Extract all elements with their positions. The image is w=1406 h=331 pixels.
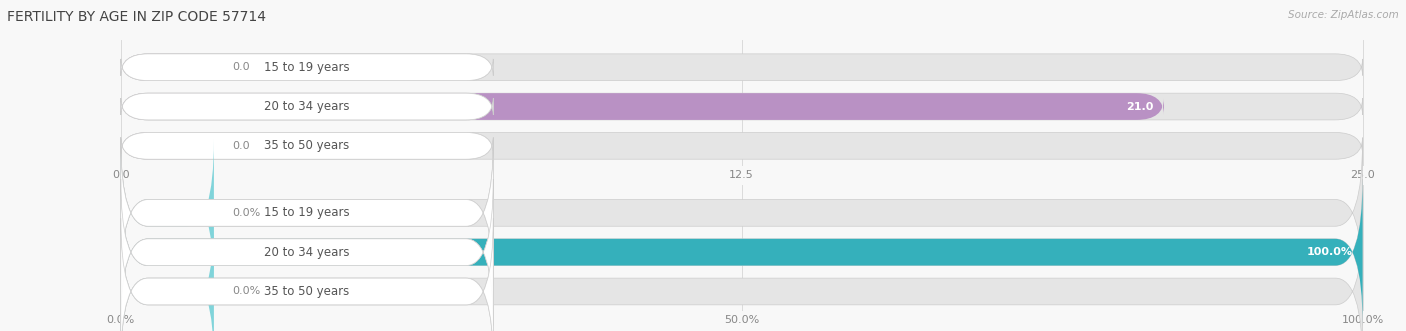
Text: 35 to 50 years: 35 to 50 years bbox=[264, 139, 350, 152]
Text: 0.0%: 0.0% bbox=[232, 208, 260, 218]
FancyBboxPatch shape bbox=[121, 54, 494, 81]
Text: 100.0%: 100.0% bbox=[1306, 247, 1353, 257]
Text: 0.0: 0.0 bbox=[232, 62, 250, 72]
FancyBboxPatch shape bbox=[121, 179, 1362, 325]
FancyBboxPatch shape bbox=[121, 140, 214, 286]
FancyBboxPatch shape bbox=[121, 93, 1164, 120]
Text: 20 to 34 years: 20 to 34 years bbox=[264, 246, 350, 259]
FancyBboxPatch shape bbox=[121, 218, 214, 331]
FancyBboxPatch shape bbox=[121, 179, 494, 325]
FancyBboxPatch shape bbox=[121, 140, 1362, 286]
FancyBboxPatch shape bbox=[121, 218, 1362, 331]
FancyBboxPatch shape bbox=[121, 179, 1362, 325]
FancyBboxPatch shape bbox=[121, 132, 494, 159]
FancyBboxPatch shape bbox=[121, 132, 214, 159]
FancyBboxPatch shape bbox=[121, 218, 494, 331]
FancyBboxPatch shape bbox=[121, 132, 494, 159]
FancyBboxPatch shape bbox=[121, 54, 494, 81]
Text: 15 to 19 years: 15 to 19 years bbox=[264, 206, 350, 219]
FancyBboxPatch shape bbox=[121, 54, 1362, 81]
FancyBboxPatch shape bbox=[121, 93, 494, 120]
FancyBboxPatch shape bbox=[121, 179, 494, 325]
Text: 0.0%: 0.0% bbox=[232, 287, 260, 297]
Text: 21.0: 21.0 bbox=[1126, 102, 1154, 112]
Text: Source: ZipAtlas.com: Source: ZipAtlas.com bbox=[1288, 10, 1399, 20]
FancyBboxPatch shape bbox=[121, 218, 494, 331]
FancyBboxPatch shape bbox=[121, 54, 214, 81]
Text: 0.0: 0.0 bbox=[232, 141, 250, 151]
FancyBboxPatch shape bbox=[121, 140, 494, 286]
FancyBboxPatch shape bbox=[121, 140, 494, 286]
Text: 20 to 34 years: 20 to 34 years bbox=[264, 100, 350, 113]
FancyBboxPatch shape bbox=[121, 93, 1362, 120]
Text: FERTILITY BY AGE IN ZIP CODE 57714: FERTILITY BY AGE IN ZIP CODE 57714 bbox=[7, 10, 266, 24]
Text: 35 to 50 years: 35 to 50 years bbox=[264, 285, 350, 298]
FancyBboxPatch shape bbox=[121, 132, 1362, 159]
Text: 15 to 19 years: 15 to 19 years bbox=[264, 61, 350, 74]
FancyBboxPatch shape bbox=[121, 93, 494, 120]
